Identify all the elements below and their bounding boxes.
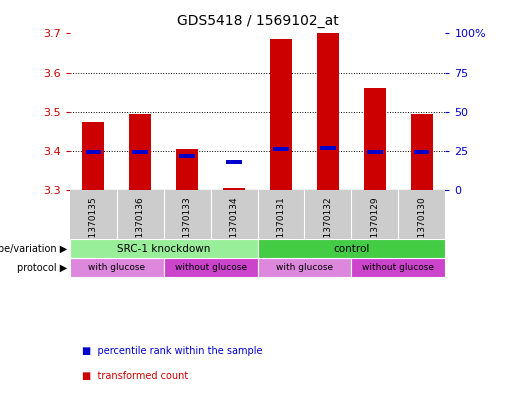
Bar	[411, 114, 433, 190]
Bar	[270, 39, 291, 190]
Bar	[227, 160, 242, 163]
Bar	[224, 188, 245, 190]
Bar	[273, 147, 288, 151]
Text: without glucose: without glucose	[363, 263, 435, 272]
Bar	[70, 258, 164, 277]
Bar	[352, 258, 445, 277]
Bar	[177, 149, 198, 190]
Bar	[129, 114, 150, 190]
Bar	[70, 239, 258, 258]
Bar	[258, 258, 352, 277]
Text: GDS5418 / 1569102_at: GDS5418 / 1569102_at	[177, 14, 338, 28]
Text: with glucose: with glucose	[88, 263, 145, 272]
Text: SRC-1 knockdown: SRC-1 knockdown	[117, 244, 210, 254]
Text: GSM1370134: GSM1370134	[230, 196, 238, 257]
Bar	[320, 146, 335, 150]
Text: ■  percentile rank within the sample: ■ percentile rank within the sample	[82, 346, 263, 356]
Bar	[317, 33, 338, 190]
Bar	[258, 239, 445, 258]
Text: control: control	[333, 244, 370, 254]
Text: GSM1370136: GSM1370136	[135, 196, 145, 257]
Text: GSM1370131: GSM1370131	[277, 196, 285, 257]
Bar	[82, 121, 104, 190]
Bar	[180, 154, 195, 158]
Text: GSM1370133: GSM1370133	[182, 196, 192, 257]
Text: GSM1370132: GSM1370132	[323, 196, 333, 257]
Text: GSM1370135: GSM1370135	[89, 196, 97, 257]
Text: with glucose: with glucose	[276, 263, 333, 272]
Bar	[368, 150, 383, 154]
Text: genotype/variation ▶: genotype/variation ▶	[0, 244, 67, 254]
Bar	[415, 150, 430, 154]
Bar	[164, 258, 258, 277]
Text: without glucose: without glucose	[175, 263, 247, 272]
Text: ■  transformed count: ■ transformed count	[82, 371, 188, 381]
Bar	[85, 150, 100, 154]
Bar	[132, 150, 147, 154]
Text: GSM1370130: GSM1370130	[418, 196, 426, 257]
Bar	[365, 88, 386, 190]
Text: GSM1370129: GSM1370129	[370, 196, 380, 257]
Text: protocol ▶: protocol ▶	[16, 263, 67, 273]
